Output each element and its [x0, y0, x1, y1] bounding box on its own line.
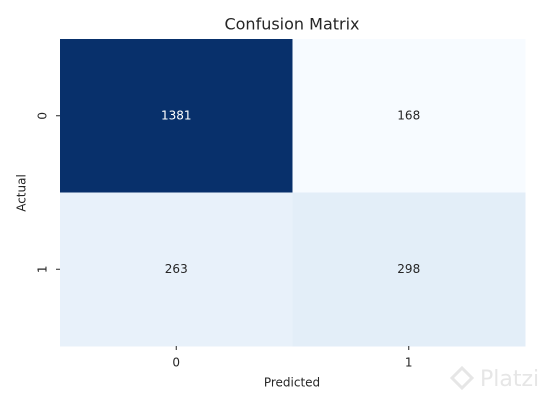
- heatmap-cell: [60, 39, 293, 193]
- cell-label: 298: [397, 262, 420, 276]
- x-tick-label: 1: [405, 356, 413, 370]
- x-axis-label: Predicted: [264, 376, 320, 390]
- heatmap-cell: [60, 192, 293, 347]
- heatmap-cell: [292, 192, 526, 347]
- y-axis-label: Actual: [15, 174, 29, 212]
- heatmap-cell: [292, 39, 526, 193]
- watermark-logo: [449, 365, 475, 391]
- watermark: Platzi: [480, 367, 539, 392]
- chart-title: Confusion Matrix: [224, 15, 359, 34]
- cell-label: 1381: [161, 108, 192, 122]
- x-tick-label: 0: [172, 356, 180, 370]
- y-tick-label: 0: [36, 112, 50, 120]
- cell-label: 263: [165, 262, 188, 276]
- y-tick-label: 1: [36, 265, 50, 273]
- watermark-icon: [449, 365, 475, 391]
- cell-label: 168: [397, 108, 420, 122]
